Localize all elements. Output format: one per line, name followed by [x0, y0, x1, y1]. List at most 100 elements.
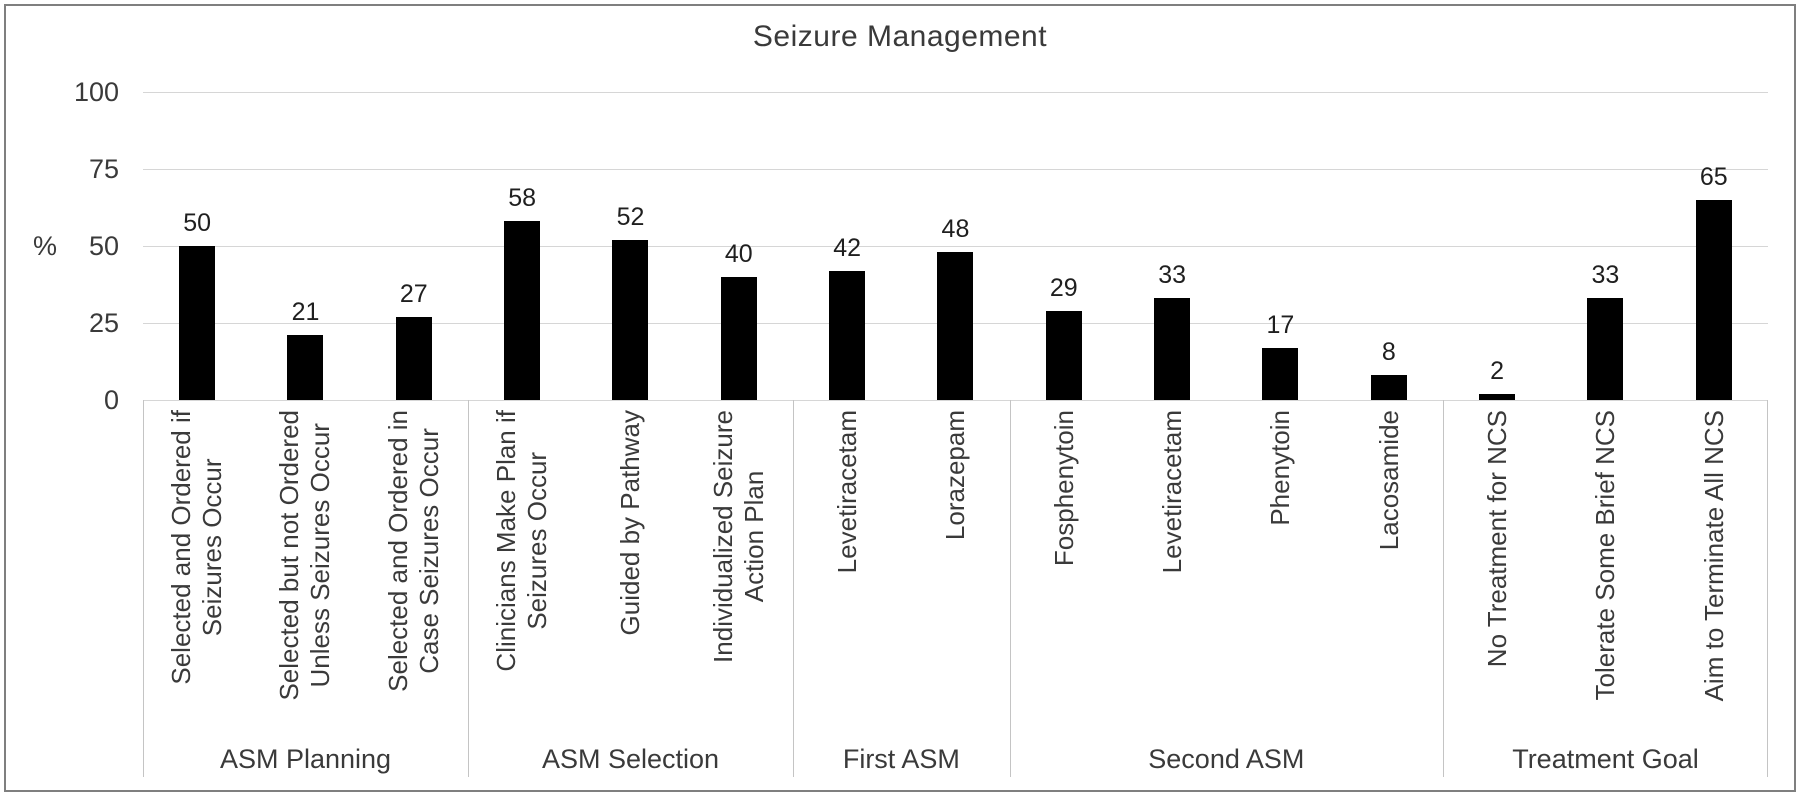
bar-slot: 65: [1660, 92, 1768, 400]
x-label-rotated: Individualized Seizure Action Plan: [707, 406, 771, 744]
bar-value-label: 50: [183, 209, 212, 237]
x-label-rotated: Tolerate Some Brief NCS: [1573, 406, 1637, 744]
bar: [612, 239, 649, 400]
bar: [1479, 393, 1516, 400]
x-label-text: Selected and Ordered if Seizures Occur: [166, 410, 228, 685]
gridline-0: [143, 400, 1768, 401]
x-label-rotated: Selected and Ordered if Seizures Occur: [165, 406, 229, 744]
bar: [720, 276, 757, 400]
group-label-first-asm: First ASM: [842, 744, 960, 774]
bar-value-label: 58: [508, 184, 537, 213]
x-label-cell: Individualized Seizure Action Plan: [685, 400, 793, 736]
x-axis-group-labels: ASM Planning ASM Selection First ASM Second…: [143, 736, 1768, 777]
bar: [395, 316, 432, 400]
bar: [1154, 298, 1191, 400]
bar-value-label: 48: [941, 215, 970, 244]
bar-slot: 52: [576, 92, 684, 400]
x-label-text: Fosphenytoin: [1048, 410, 1079, 567]
x-label-rotated: Fosphenytoin: [1032, 406, 1096, 744]
group-label-treatment-goal: Treatment Goal: [1512, 744, 1699, 774]
bar-value-label: 40: [724, 239, 753, 268]
bar: [1262, 347, 1299, 400]
bar-value-label: 52: [616, 202, 645, 231]
bar-slot: 33: [1551, 92, 1659, 400]
x-label-rotated: Aim to Terminate All NCS: [1682, 406, 1746, 744]
x-label-cell: Guided by Pathway: [576, 400, 684, 736]
bar-value-label: 21: [291, 298, 320, 327]
x-label-rotated: Phenytoin: [1248, 406, 1312, 744]
bar: [829, 270, 866, 400]
bar-slot: 8: [1335, 92, 1443, 400]
x-label-rotated: No Treatment for NCS: [1465, 406, 1529, 744]
x-label-cell: Phenytoin: [1226, 400, 1334, 736]
y-tick-label-100: 100: [73, 77, 119, 107]
x-label-text: Phenytoin: [1264, 410, 1295, 526]
x-label-rotated: Levetiracetam: [815, 406, 879, 744]
x-label-cell: Fosphenytoin: [1010, 400, 1118, 736]
x-label-text: Aim to Terminate All NCS: [1698, 410, 1729, 702]
x-label-rotated: Clinicians Make Plan if Seizures Occur: [490, 406, 554, 744]
bar-value-label: 33: [1158, 261, 1187, 290]
y-tick-label-25: 25: [88, 308, 119, 338]
x-label-text: Selected but not Ordered Unless Seizures…: [274, 410, 336, 701]
x-label-cell: Lorazepam: [901, 400, 1009, 736]
chart-title: Seizure Management: [752, 20, 1048, 53]
x-label-rotated: Lacosamide: [1357, 406, 1421, 744]
x-label-rotated: Selected and Ordered in Case Seizures Oc…: [382, 406, 446, 744]
plot-area: % 0 25 50 75 100 50 21 27 58 52 40 42 48 29 33 17 8 2 33 6…: [33, 77, 1768, 415]
x-label-text: Lorazepam: [939, 410, 970, 541]
category-divider: [793, 400, 794, 777]
gridline-75: [143, 169, 1768, 170]
bar: [179, 246, 216, 400]
x-label-cell: Aim to Terminate All NCS: [1660, 400, 1768, 736]
gridline-100: [143, 92, 1768, 93]
bar-slot: 2: [1443, 92, 1551, 400]
x-label-text: Levetiracetam: [831, 410, 862, 574]
x-label-cell: Selected and Ordered in Case Seizures Oc…: [360, 400, 468, 736]
x-label-cell: Clinicians Make Plan if Seizures Occur: [468, 400, 576, 736]
gridline-50: [143, 246, 1768, 247]
y-tick-label-50: 50: [88, 231, 119, 261]
bar-slot: 40: [685, 92, 793, 400]
x-label-text: Individualized Seizure Action Plan: [707, 410, 769, 663]
x-label-text: Selected and Ordered in Case Seizures Oc…: [382, 410, 444, 692]
category-divider: [1443, 400, 1444, 777]
bar-value-label: 27: [399, 279, 428, 308]
x-label-rotated: Levetiracetam: [1140, 406, 1204, 744]
x-label-text: No Treatment for NCS: [1481, 410, 1512, 668]
bar-value-label: 17: [1266, 310, 1295, 339]
y-axis-label: %: [33, 231, 58, 261]
x-label-cell: Lacosamide: [1335, 400, 1443, 736]
bar-value-label: 65: [1699, 162, 1728, 191]
x-label-cell: Selected and Ordered if Seizures Occur: [143, 400, 251, 736]
bar-value-label: 8: [1381, 338, 1396, 367]
x-label-text: Clinicians Make Plan if Seizures Occur: [491, 410, 553, 672]
x-label-cell: Levetiracetam: [793, 400, 901, 736]
group-label-second-asm: Second ASM: [1148, 744, 1305, 774]
bar-value-label: 2: [1490, 356, 1505, 385]
x-label-text: Levetiracetam: [1156, 410, 1187, 574]
x-label-cell: No Treatment for NCS: [1443, 400, 1551, 736]
bar-series: 50 21 27 58 52 40 42 48 29 33 17 8 2 33 65: [143, 92, 1768, 400]
x-axis-area: Selected and Ordered if Seizures Occur Se…: [143, 400, 1768, 777]
x-label-cell: Levetiracetam: [1118, 400, 1226, 736]
category-divider: [143, 400, 144, 777]
x-label-rotated: Selected but not Ordered Unless Seizures…: [273, 406, 337, 744]
bar-slot: 21: [251, 92, 359, 400]
bar: [504, 221, 541, 400]
bar-slot: 27: [360, 92, 468, 400]
x-label-text: Lacosamide: [1373, 410, 1404, 551]
x-label-text: Tolerate Some Brief NCS: [1589, 410, 1620, 701]
bar: [1370, 375, 1407, 400]
bar-slot: 17: [1226, 92, 1334, 400]
bar-slot: 50: [143, 92, 251, 400]
bar-value-label: 29: [1049, 273, 1078, 302]
bar-slot: 48: [901, 92, 1009, 400]
x-label-rotated: Lorazepam: [923, 406, 987, 744]
bar: [1587, 298, 1624, 400]
x-label-rotated: Guided by Pathway: [598, 406, 662, 744]
bar-slot: 58: [468, 92, 576, 400]
group-label-asm-planning: ASM Planning: [219, 744, 392, 774]
x-label-text: Guided by Pathway: [614, 410, 645, 636]
